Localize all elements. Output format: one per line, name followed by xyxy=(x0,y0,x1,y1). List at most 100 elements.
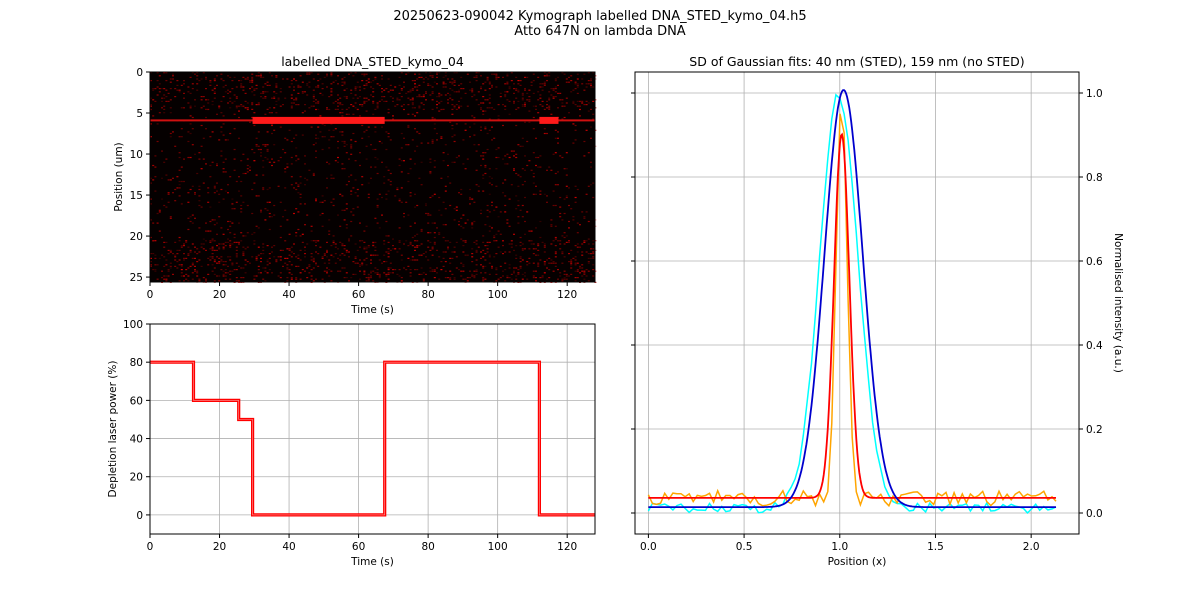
kymograph-pixel xyxy=(163,265,166,267)
kymograph-pixel xyxy=(524,220,526,223)
kymograph-pixel xyxy=(297,104,300,106)
kymograph-pixel xyxy=(458,269,460,271)
kymograph-pixel xyxy=(222,264,225,266)
kymograph-pixel xyxy=(563,236,566,239)
kymograph-pixel xyxy=(385,148,388,151)
kymograph-pixel xyxy=(548,262,551,264)
kymograph-pixel xyxy=(202,158,205,160)
kymograph-pixel xyxy=(200,265,203,267)
kymograph-pixel xyxy=(442,224,445,226)
kymograph-pixel xyxy=(169,179,172,181)
kymograph-pixel xyxy=(367,126,370,128)
kymograph-pixel xyxy=(165,278,168,280)
kymograph-pixel xyxy=(587,257,590,259)
kymograph-pixel xyxy=(178,169,181,171)
kymograph-pixel xyxy=(330,201,333,203)
kymograph-pixel xyxy=(592,113,595,115)
kymograph-pixel xyxy=(464,240,467,242)
kymograph-pixel xyxy=(290,97,293,99)
laser-yaxis-tick-label: 40 xyxy=(130,434,143,446)
kymograph-pixel xyxy=(381,99,383,101)
kymograph-pixel xyxy=(253,94,256,96)
kymograph-pixel xyxy=(194,265,196,267)
kymograph-pixel xyxy=(229,76,232,78)
kymograph-pixel xyxy=(158,209,161,211)
kymograph-pixel xyxy=(427,84,430,86)
kymograph-pixel xyxy=(592,72,595,74)
kymograph-pixel xyxy=(253,160,256,162)
kymograph-pixel xyxy=(178,180,181,183)
kymograph-pixel xyxy=(235,269,238,271)
kymograph-pixel xyxy=(288,249,291,251)
kymograph-pixel xyxy=(352,132,355,135)
kymograph-pixel xyxy=(576,100,579,102)
kymograph-pixel xyxy=(405,92,408,94)
kymograph-pixel xyxy=(198,158,201,160)
kymograph-pixel xyxy=(383,243,386,245)
kymograph-pixel xyxy=(216,249,218,251)
kymograph-pixel xyxy=(178,280,181,282)
kymograph-pixel xyxy=(191,72,194,74)
kymograph-pixel xyxy=(354,192,357,194)
kymograph-pixel xyxy=(447,164,449,167)
kymograph-pixel xyxy=(211,256,214,258)
kymograph-pixel xyxy=(282,249,284,251)
kymograph-pixel xyxy=(332,243,335,245)
kymograph-pixel xyxy=(477,246,480,248)
kymograph-pixel xyxy=(488,118,491,120)
kymograph-pixel xyxy=(189,115,192,117)
kymograph-pixel xyxy=(532,80,535,82)
kymograph-pixel xyxy=(484,166,487,168)
kymograph-pixel xyxy=(572,89,575,91)
kymograph-pixel xyxy=(306,84,309,86)
kymograph-pixel xyxy=(554,262,557,264)
kymograph-pixel xyxy=(275,100,278,102)
kymograph-pixel xyxy=(264,280,267,282)
kymograph-pixel xyxy=(515,156,518,159)
kymograph-pixel xyxy=(455,209,458,211)
kymograph-pixel xyxy=(400,89,403,91)
kymograph-pixel xyxy=(370,254,372,256)
kymograph-pixel xyxy=(532,277,535,279)
kymograph-pixel xyxy=(194,105,196,107)
kymograph-pixel xyxy=(453,246,456,248)
kymograph-pixel xyxy=(583,270,586,272)
kymograph-pixel xyxy=(172,177,174,179)
kymograph-pixel xyxy=(161,97,163,99)
kymograph-pixel xyxy=(565,174,568,176)
kymograph-pixel xyxy=(317,265,320,267)
kymograph-pixel xyxy=(310,253,313,255)
kymograph-pixel xyxy=(502,76,504,78)
kymograph-pixel xyxy=(229,259,232,261)
kymograph-pixel xyxy=(497,246,500,248)
kymograph-pixel xyxy=(334,80,337,82)
kymograph-pixel xyxy=(552,89,555,91)
kymograph-pixel xyxy=(436,107,438,109)
kymograph-pixel xyxy=(449,278,452,280)
kymograph-pixel xyxy=(559,275,562,277)
kymograph-pixel xyxy=(354,102,357,104)
kymograph-pixel xyxy=(576,105,579,107)
kymograph-pixel xyxy=(440,100,443,102)
kymograph-pixel xyxy=(359,96,361,98)
kymograph-pixel xyxy=(570,261,573,263)
kymograph-pixel xyxy=(504,105,507,107)
kymograph-pixel xyxy=(328,147,331,149)
kymograph-pixel xyxy=(484,172,487,175)
kymograph-pixel xyxy=(431,118,434,120)
kymograph-pixel xyxy=(189,132,192,135)
kymograph-pixel xyxy=(350,89,353,91)
kymograph-pixel xyxy=(590,78,592,80)
kymograph-pixel xyxy=(409,168,412,170)
kymograph-pixel xyxy=(453,278,456,280)
kymograph-pixel xyxy=(178,259,181,261)
kymograph-pixel xyxy=(464,123,467,125)
kymograph-pixel xyxy=(180,269,183,271)
kymograph-pixel xyxy=(521,249,524,251)
kymograph-pixel xyxy=(561,280,564,282)
kymograph-pixel xyxy=(330,123,333,125)
kymograph-pixel xyxy=(352,214,355,216)
kymograph-pixel xyxy=(537,265,540,267)
kymograph-pixel xyxy=(579,265,581,267)
kymograph-pixel xyxy=(420,102,423,104)
